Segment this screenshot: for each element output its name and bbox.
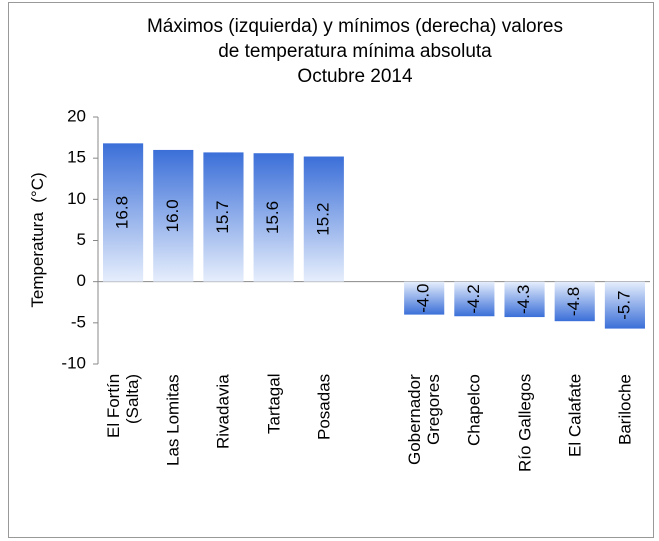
- x-tick-label: Chapelco: [464, 374, 484, 446]
- bar: [454, 281, 495, 317]
- value-label: -4.2: [464, 284, 483, 313]
- x-tick-label: Las Lomitas: [163, 374, 183, 466]
- bar: [103, 143, 144, 282]
- value-label: -4.3: [514, 285, 533, 314]
- value-label: 16.0: [163, 199, 182, 232]
- y-tick-label: 5: [77, 230, 86, 249]
- x-tick-label: Bariloche: [615, 374, 635, 445]
- bar: [504, 281, 545, 318]
- x-tick-label: Rivadavia: [213, 374, 233, 449]
- value-label: -5.7: [614, 290, 633, 319]
- y-tick-label: 10: [67, 189, 86, 208]
- value-label: 15.7: [213, 200, 232, 233]
- x-tick-label: El Calafate: [565, 374, 585, 458]
- x-tick-label: Río Gallegos: [515, 374, 535, 473]
- y-tick-label: -10: [61, 353, 86, 372]
- bar: [604, 281, 645, 329]
- value-label: 15.6: [263, 201, 282, 234]
- x-tick-label: Gobernador Gregores: [405, 374, 444, 465]
- x-tick-label: Posadas: [314, 374, 334, 441]
- y-tick-label: 20: [67, 106, 86, 125]
- bar: [404, 281, 445, 315]
- bar: [253, 153, 294, 282]
- bar: [554, 281, 595, 322]
- value-label: 15.2: [313, 203, 332, 236]
- bar: [303, 156, 344, 282]
- bar: [203, 152, 244, 282]
- chart-title: Máximos (izquierda) y mínimos (derecha) …: [146, 16, 563, 87]
- bar: [153, 149, 194, 282]
- x-tick-label: Tartagal: [264, 374, 284, 435]
- value-label: 16.8: [113, 196, 132, 229]
- value-label: -4.0: [414, 283, 433, 312]
- y-tick-label: 0: [77, 271, 86, 290]
- y-tick-label: -5: [71, 312, 86, 331]
- value-label: -4.8: [564, 287, 583, 316]
- x-tick-label: El Fortín (Salta): [104, 374, 143, 439]
- y-tick-label: 15: [67, 148, 86, 167]
- frame: [8, 2, 654, 538]
